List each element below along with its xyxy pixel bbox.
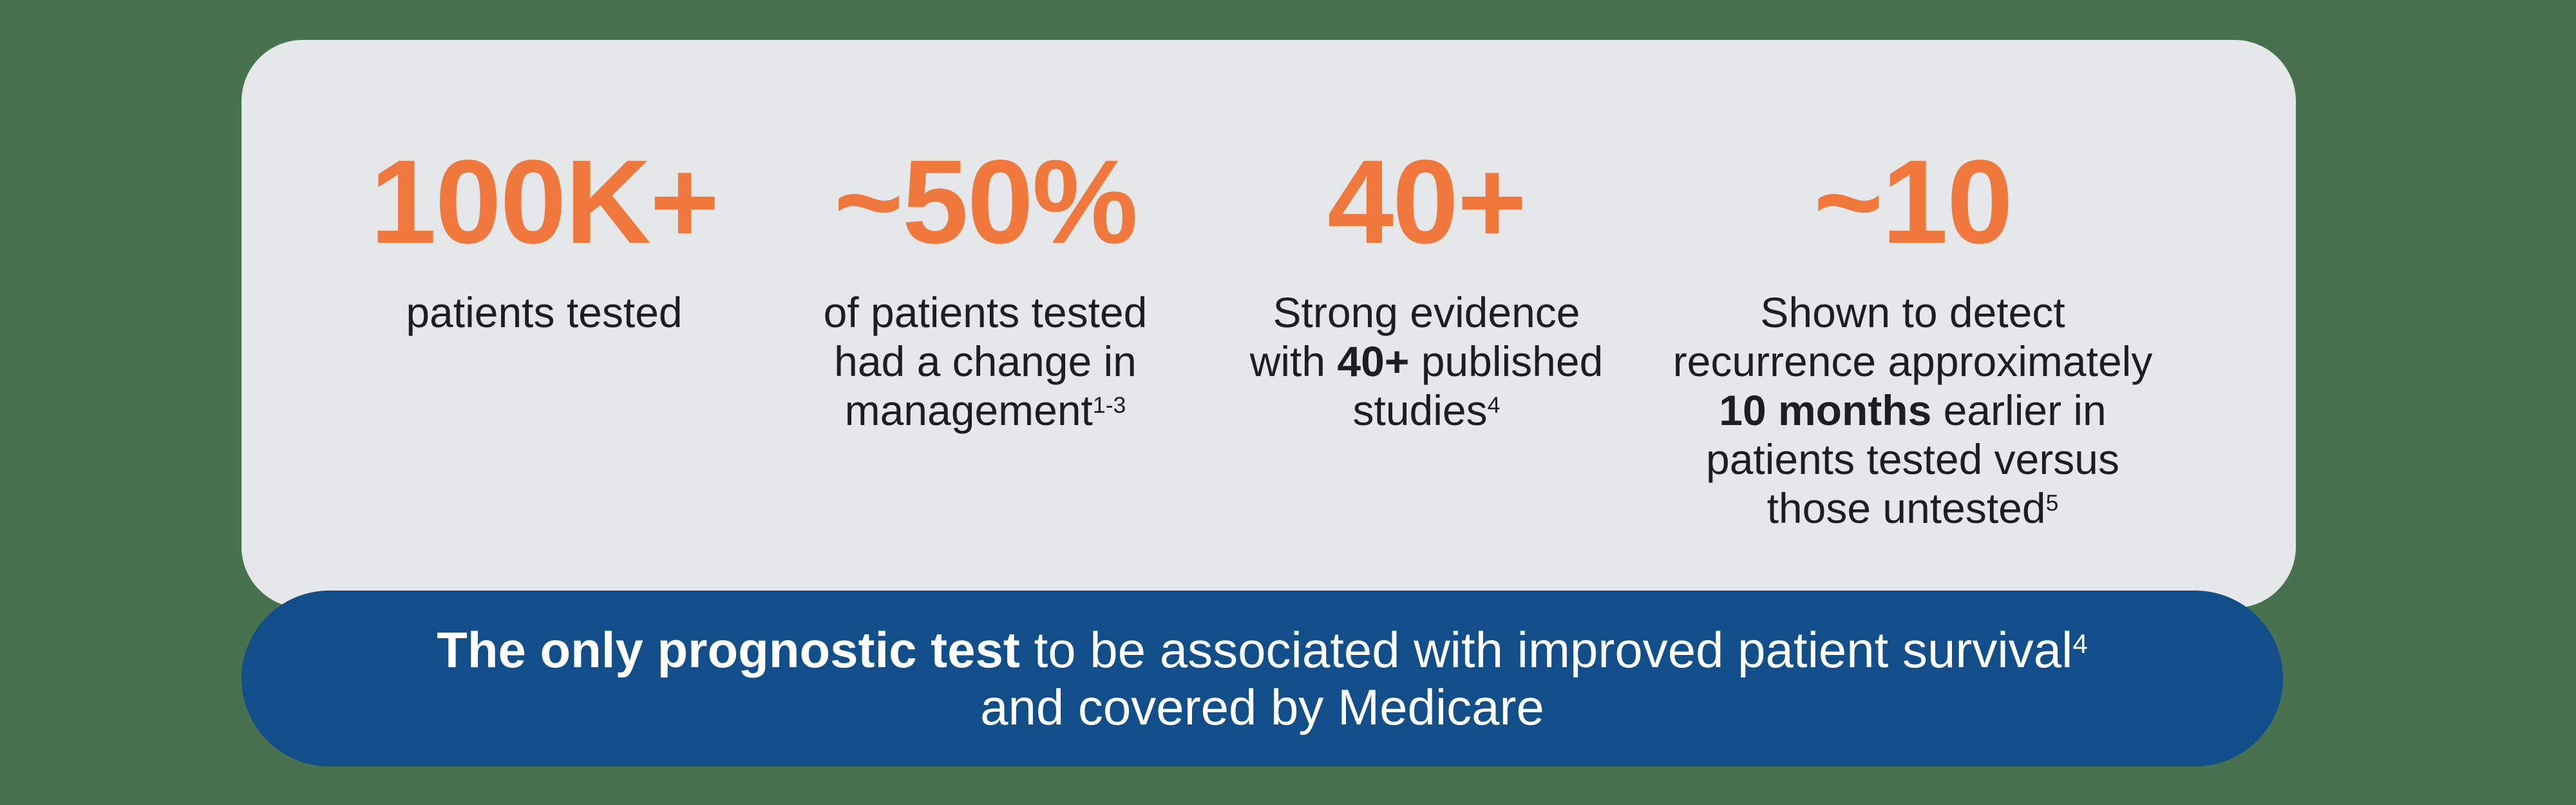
- caption-line: patients tested: [406, 289, 683, 336]
- stat-value-50pct: ~50%: [833, 136, 1138, 269]
- caption-line: 10 months earlier in: [1636, 386, 2190, 435]
- caption-line: studies4: [1220, 386, 1633, 435]
- caption-text: earlier in: [1931, 386, 2107, 434]
- banner-text: to be associated with improved patient s…: [1019, 621, 2073, 678]
- medicare-banner: The only prognostic test to be associate…: [242, 591, 2283, 766]
- stat-change-in-management: ~50% of patients tested had a change in …: [776, 143, 1195, 435]
- reference-superscript: 5: [2045, 490, 2059, 516]
- stat-published-studies: 40+ Strong evidence with 40+ published s…: [1220, 143, 1633, 435]
- caption-line: Shown to detect: [1760, 289, 2065, 336]
- caption-text: studies: [1352, 386, 1488, 434]
- caption-text: those untested: [1766, 484, 2046, 532]
- caption-line: patients tested versus: [1705, 435, 2120, 483]
- stat-value-10: ~10: [1814, 136, 2013, 269]
- reference-superscript: 1-3: [1092, 392, 1126, 419]
- caption-line: management1-3: [776, 386, 1195, 435]
- banner-line-1: The only prognostic test to be associate…: [437, 621, 2088, 679]
- caption-text: with: [1249, 337, 1338, 385]
- caption-line: those untested5: [1636, 484, 2190, 533]
- stat-caption-published-studies: Strong evidence with 40+ published studi…: [1220, 288, 1633, 435]
- stats-card: 100K+ patients tested ~50% of patients t…: [242, 40, 2296, 608]
- caption-bold-text: 10 months: [1719, 386, 1932, 434]
- stat-earlier-recurrence-detection: ~10 Shown to detect recurrence approxima…: [1636, 143, 2190, 533]
- reference-superscript: 4: [2072, 628, 2088, 659]
- stat-value-100k: 100K+: [370, 136, 719, 269]
- caption-line: Strong evidence: [1273, 289, 1580, 336]
- caption-line: of patients tested: [823, 289, 1148, 336]
- caption-line: recurrence approximately: [1672, 337, 2153, 385]
- reference-superscript: 4: [1487, 392, 1501, 419]
- banner-bold-text: The only prognostic test: [437, 621, 1020, 678]
- caption-bold-text: 40+: [1337, 337, 1410, 385]
- stat-patients-tested: 100K+ patients tested: [335, 143, 753, 337]
- stat-caption-earlier-recurrence: Shown to detect recurrence approximately…: [1636, 288, 2190, 533]
- stat-caption-patients-tested: patients tested: [335, 288, 753, 337]
- caption-text: published: [1409, 337, 1604, 385]
- caption-line: had a change in: [834, 337, 1137, 385]
- banner-line-2: and covered by Medicare: [980, 678, 1544, 735]
- stats-row: 100K+ patients tested ~50% of patients t…: [242, 143, 2296, 533]
- stat-caption-change-in-management: of patients tested had a change in manag…: [776, 288, 1195, 435]
- caption-line: with 40+ published: [1220, 337, 1633, 386]
- caption-text: management: [844, 386, 1093, 434]
- stat-value-40plus: 40+: [1327, 136, 1527, 269]
